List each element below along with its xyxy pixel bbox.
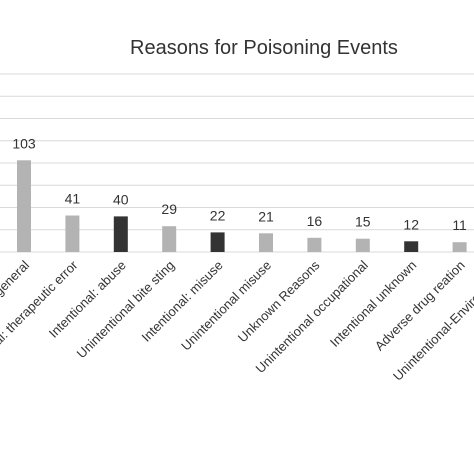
bar — [259, 233, 273, 252]
data-label: 12 — [403, 216, 419, 232]
category-label: Intentional: misuse — [138, 258, 225, 345]
bar — [113, 216, 128, 252]
bars — [17, 160, 467, 252]
data-label: 21 — [258, 208, 274, 224]
bar — [210, 232, 225, 252]
bar — [65, 215, 80, 252]
category-label: Adverse drug reation — [372, 258, 468, 354]
chart-title: Reasons for Poisoning Events — [130, 37, 398, 59]
data-label: 41 — [65, 191, 81, 207]
category-label: Unintentional bite sting — [74, 258, 178, 362]
bar — [162, 226, 177, 252]
data-label: 103 — [12, 135, 36, 151]
data-label: 40 — [113, 191, 129, 207]
data-label: 11 — [452, 217, 467, 233]
bar — [17, 160, 31, 252]
data-label: 22 — [210, 207, 226, 223]
bar — [307, 237, 322, 252]
bar — [404, 241, 419, 252]
data-label: 29 — [161, 201, 177, 217]
bar — [355, 238, 370, 252]
data-label: 16 — [307, 213, 323, 229]
bar — [452, 242, 467, 252]
data-label: 15 — [355, 214, 371, 230]
data-labels: 103 41 40 29 22 21 16 15 12 11 — [12, 135, 467, 233]
category-label: Unintentional misuse — [178, 258, 274, 354]
category-label: Unknown Reasons — [235, 257, 323, 345]
category-label: Intentional unknown — [327, 258, 419, 350]
